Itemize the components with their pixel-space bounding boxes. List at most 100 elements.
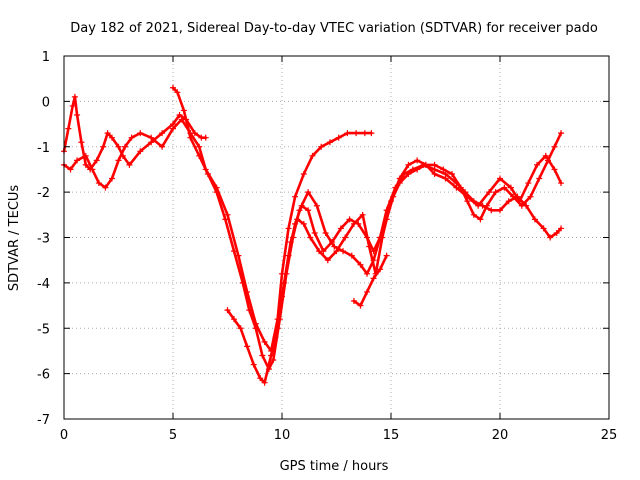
data-point <box>523 202 530 209</box>
data-point <box>65 125 72 132</box>
data-point <box>547 234 554 241</box>
data-point <box>244 343 251 350</box>
data-point <box>108 134 115 141</box>
data-point <box>246 307 253 314</box>
chart-title: Day 182 of 2021, Sidereal Day-to-day VTE… <box>70 21 598 36</box>
data-point <box>224 211 231 218</box>
data-point <box>453 184 460 191</box>
data-point <box>501 184 508 191</box>
data-point <box>531 216 538 223</box>
y-tick-label: -7 <box>37 413 50 428</box>
data-point <box>346 216 353 223</box>
data-point <box>305 189 312 196</box>
data-point <box>252 325 259 332</box>
data-point <box>213 189 220 196</box>
data-point <box>174 89 181 96</box>
data-point <box>257 375 264 382</box>
y-tick-label: -4 <box>37 277 50 292</box>
data-point <box>558 225 565 232</box>
data-point <box>239 279 246 286</box>
data-point <box>364 288 371 295</box>
data-point <box>231 316 238 323</box>
data-point <box>224 307 231 314</box>
y-tick-label: -1 <box>37 141 50 156</box>
data-point <box>331 243 338 250</box>
data-point <box>95 180 102 187</box>
data-point <box>405 161 412 168</box>
x-tick-label: 0 <box>60 428 68 443</box>
data-point <box>176 111 183 118</box>
data-point <box>292 193 299 200</box>
data-point <box>357 302 364 309</box>
series-track-5 <box>268 152 565 359</box>
data-point <box>342 234 349 241</box>
data-point <box>350 220 357 227</box>
data-point <box>285 225 292 232</box>
data-point <box>388 198 394 205</box>
data-point <box>137 148 144 155</box>
data-point <box>353 130 360 137</box>
data-point <box>202 134 209 141</box>
data-point <box>488 207 495 214</box>
data-point <box>337 225 344 232</box>
data-point <box>440 166 447 173</box>
x-tick-label: 25 <box>601 428 618 443</box>
data-point <box>370 275 377 282</box>
y-axis-label: SDTVAR / TECUs <box>7 185 22 292</box>
data-point <box>300 170 307 177</box>
data-point <box>93 157 100 164</box>
data-point <box>309 152 316 159</box>
data-point <box>318 143 325 150</box>
data-point <box>316 248 323 255</box>
data-point <box>137 130 144 137</box>
data-point <box>329 239 336 246</box>
data-point <box>368 130 375 137</box>
data-point <box>196 143 203 150</box>
data-point <box>122 143 129 150</box>
data-point <box>364 270 371 277</box>
data-point <box>250 361 257 368</box>
y-tick-label: -3 <box>37 232 50 247</box>
data-point <box>104 130 111 137</box>
data-point <box>324 257 331 264</box>
data-point <box>414 157 421 164</box>
data-point <box>180 107 187 114</box>
x-tick-label: 10 <box>274 428 291 443</box>
x-tick-label: 15 <box>383 428 400 443</box>
data-point <box>148 134 155 141</box>
data-point <box>486 189 493 196</box>
data-point <box>287 239 294 246</box>
data-point <box>348 252 355 259</box>
data-point <box>516 198 523 205</box>
data-point <box>204 170 211 177</box>
data-point <box>470 211 477 218</box>
data-point <box>74 111 81 118</box>
data-point <box>340 248 347 255</box>
data-point <box>108 175 115 182</box>
data-point <box>551 143 558 150</box>
data-point <box>78 139 85 146</box>
y-tick-label: -5 <box>37 322 50 337</box>
data-point <box>102 184 109 191</box>
x-tick-label: 5 <box>169 428 177 443</box>
data-point <box>344 130 351 137</box>
data-point <box>300 220 307 227</box>
data-point <box>383 252 390 259</box>
data-point <box>505 198 512 205</box>
data-point <box>159 130 166 137</box>
data-point <box>359 211 366 218</box>
data-point <box>464 193 471 200</box>
data-point <box>492 189 499 196</box>
data-point <box>322 229 329 236</box>
data-point <box>178 116 185 123</box>
data-point <box>542 152 549 159</box>
data-point <box>82 152 89 159</box>
data-point <box>422 161 429 168</box>
data-point <box>69 102 76 109</box>
data-point <box>222 216 229 223</box>
data-point <box>128 134 135 141</box>
data-point <box>377 266 384 273</box>
y-tick-label: -2 <box>37 186 50 201</box>
